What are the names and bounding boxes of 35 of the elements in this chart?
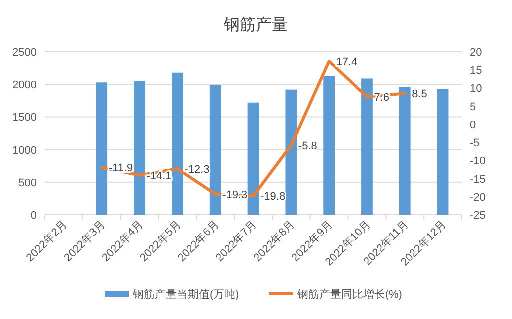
data-label: -5.8 [298, 140, 318, 152]
y2-tick-label: -5 [470, 138, 480, 150]
y-tick-label: 1000 [12, 144, 37, 157]
bar [362, 78, 373, 215]
data-label: 17.4 [336, 56, 358, 68]
y-tick-label: 0 [30, 210, 37, 222]
bar [210, 85, 222, 215]
y2-tick-label: 20 [470, 47, 482, 59]
data-label: -14.1 [146, 170, 172, 183]
y2-tick-label: 0 [470, 119, 476, 132]
legend-label: 钢筋产量同比增长(%) [296, 288, 402, 301]
bar [248, 102, 260, 215]
bar [324, 76, 336, 215]
y2-tick-label: -25 [470, 210, 486, 222]
data-label: 8.5 [412, 88, 428, 101]
y-tick-label: 500 [18, 177, 37, 190]
y2-tick-label: -10 [470, 156, 486, 168]
bar [96, 82, 108, 215]
data-label: -12.3 [184, 164, 210, 176]
y2-tick-label: -20 [470, 192, 486, 204]
bar [134, 81, 146, 215]
legend-label: 钢筋产量当期值(万吨) [132, 288, 240, 301]
y2-tick-label: 15 [470, 65, 482, 78]
y2-tick-label: -15 [470, 174, 486, 186]
y-tick-label: 1500 [12, 112, 37, 124]
y-tick-label: 2000 [12, 80, 37, 92]
bar [399, 87, 411, 215]
bar [286, 90, 298, 215]
y-tick-label: 2500 [12, 47, 37, 59]
bar [437, 89, 449, 215]
chart-title: 钢筋产量 [223, 16, 288, 34]
y2-tick-label: 10 [470, 83, 482, 96]
data-label: -19.8 [260, 191, 286, 204]
y2-tick-label: 5 [470, 101, 476, 114]
bar [172, 72, 184, 215]
